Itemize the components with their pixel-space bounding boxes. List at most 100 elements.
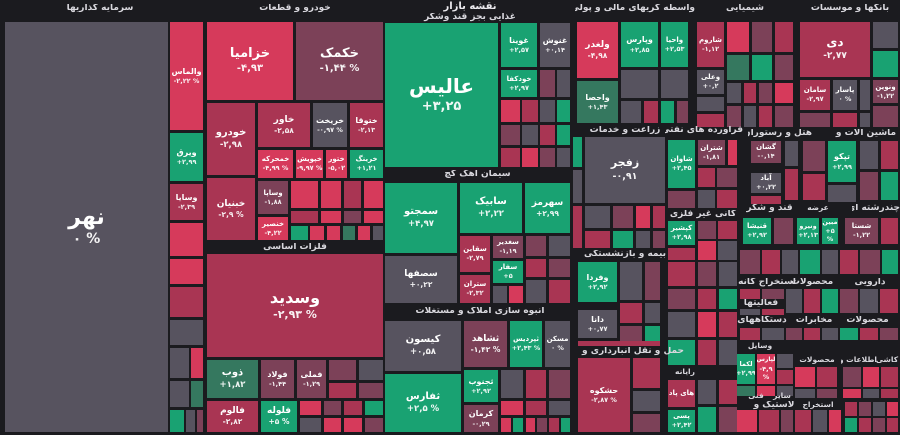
tile-unlabeled[interactable] bbox=[310, 226, 324, 240]
tile-unlabeled[interactable] bbox=[522, 148, 538, 167]
tile-unlabeled[interactable] bbox=[860, 250, 880, 274]
tile-ghavina[interactable]: غوینا +۲,۵۷ bbox=[501, 23, 537, 67]
tile-unlabeled[interactable] bbox=[170, 348, 189, 378]
tile-unlabeled[interactable] bbox=[774, 218, 793, 244]
tile-unlabeled[interactable] bbox=[621, 70, 658, 98]
tile-unlabeled[interactable] bbox=[845, 418, 857, 432]
tile-kerman[interactable]: کرمان -۰,۲۹ bbox=[464, 405, 498, 432]
tile-unlabeled[interactable] bbox=[344, 211, 361, 223]
tile-sahed[interactable]: ثشاهد -۱,۴۲ % bbox=[464, 321, 507, 367]
tile-unlabeled[interactable] bbox=[677, 101, 688, 123]
tile-vahya[interactable]: واحیا +۲,۵۳ bbox=[661, 22, 688, 67]
tile-sharoom[interactable]: شاروم -۱,۱۲ bbox=[697, 22, 724, 67]
tile-zafajr[interactable]: زفجر -۰,۹۱ bbox=[585, 137, 665, 203]
tile-unlabeled[interactable] bbox=[549, 259, 570, 277]
tile-unlabeled[interactable] bbox=[324, 401, 341, 415]
tile-vopars[interactable]: وپارس +۲,۸۵ bbox=[621, 22, 658, 67]
tile-unlabeled[interactable] bbox=[526, 418, 535, 432]
tile-unlabeled[interactable] bbox=[549, 401, 570, 415]
tile-unlabeled[interactable] bbox=[291, 211, 318, 223]
tile-sasfaha[interactable]: سصفها +۰,۲۲ bbox=[385, 256, 457, 303]
tile-unlabeled[interactable] bbox=[645, 303, 660, 323]
tile-khnasir[interactable]: خنصیر -۴,۲۲ bbox=[258, 217, 288, 240]
tile-unlabeled[interactable] bbox=[740, 309, 760, 315]
tile-unlabeled[interactable] bbox=[717, 168, 737, 187]
tile-unlabeled[interactable] bbox=[653, 206, 665, 228]
tile-unlabeled[interactable] bbox=[737, 386, 755, 396]
tile-unlabeled[interactable] bbox=[873, 418, 885, 432]
tile-unlabeled[interactable] bbox=[573, 170, 582, 203]
tile-unlabeled[interactable] bbox=[186, 410, 195, 432]
tile-unlabeled[interactable] bbox=[526, 259, 546, 277]
tile-maskan[interactable]: مسکن ۰ % bbox=[545, 321, 570, 367]
tile-ghanoosh[interactable]: غنوش +۰,۱۴ bbox=[540, 23, 570, 67]
tile-hashkooh[interactable]: حشکوه -۲,۸۷ % bbox=[578, 358, 630, 432]
tile-unlabeled[interactable] bbox=[540, 70, 555, 97]
tile-unlabeled[interactable] bbox=[800, 250, 820, 274]
tile-khtoqa[interactable]: ختوقا -۲,۱۳ bbox=[350, 103, 383, 147]
tile-khodkafa[interactable]: خودکفا +۲,۹۷ bbox=[501, 70, 537, 97]
tile-unlabeled[interactable] bbox=[620, 326, 642, 345]
tile-unlabeled[interactable] bbox=[719, 407, 737, 432]
tile-khring[interactable]: خرینگ +۱,۲۱ bbox=[350, 150, 383, 178]
tile-unlabeled[interactable] bbox=[751, 196, 781, 204]
tile-unlabeled[interactable] bbox=[828, 185, 856, 202]
tile-unlabeled[interactable] bbox=[845, 402, 857, 416]
tile-unlabeled[interactable] bbox=[668, 248, 695, 260]
tile-unlabeled[interactable] bbox=[522, 100, 538, 122]
tile-unlabeled[interactable] bbox=[526, 280, 546, 303]
tile-unlabeled[interactable] bbox=[740, 289, 760, 299]
tile-unlabeled[interactable] bbox=[757, 386, 775, 396]
tile-unlabeled[interactable] bbox=[561, 418, 570, 432]
tile-unlabeled[interactable] bbox=[365, 401, 383, 415]
tile-unlabeled[interactable] bbox=[549, 370, 570, 398]
tile-unlabeled[interactable] bbox=[822, 250, 838, 274]
tile-unlabeled[interactable] bbox=[762, 328, 784, 340]
tile-unlabeled[interactable] bbox=[719, 312, 737, 337]
tile-unlabeled[interactable] bbox=[817, 367, 837, 387]
tile-unlabeled[interactable] bbox=[880, 328, 898, 340]
tile-unlabeled[interactable] bbox=[800, 113, 830, 127]
tile-unlabeled[interactable] bbox=[540, 148, 555, 167]
tile-faloom[interactable]: فالوم -۲,۸۲ bbox=[207, 401, 258, 432]
tile-unlabeled[interactable] bbox=[759, 83, 772, 103]
tile-unlabeled[interactable] bbox=[795, 367, 815, 387]
tile-virq[interactable]: ویرق +۲,۹۹ bbox=[170, 133, 203, 181]
tile-unlabeled[interactable] bbox=[613, 206, 633, 228]
tile-unlabeled[interactable] bbox=[540, 100, 555, 122]
tile-pardis[interactable]: ثپردیس +۲,۴۳ % bbox=[510, 321, 542, 367]
tile-saghdir[interactable]: سغدیر -۱,۱۹ bbox=[493, 236, 523, 258]
tile-unlabeled[interactable] bbox=[661, 101, 674, 123]
tile-unlabeled[interactable] bbox=[887, 402, 898, 416]
tile-khodro[interactable]: خودرو -۲,۹۸ bbox=[207, 103, 255, 175]
tile-unlabeled[interactable] bbox=[873, 51, 898, 77]
tile-unlabeled[interactable] bbox=[621, 101, 641, 123]
tile-unlabeled[interactable] bbox=[719, 289, 737, 309]
tile-unlabeled[interactable] bbox=[359, 360, 383, 380]
tile-unlabeled[interactable] bbox=[573, 137, 582, 167]
tile-unlabeled[interactable] bbox=[661, 70, 688, 98]
tile-haipad[interactable]: های پاد bbox=[668, 380, 695, 407]
tile-unlabeled[interactable] bbox=[873, 22, 898, 48]
tile-unlabeled[interactable] bbox=[668, 262, 695, 286]
tile-vasapa[interactable]: وساپا -۱,۸۸ bbox=[258, 181, 288, 214]
tile-unlabeled[interactable] bbox=[881, 218, 898, 244]
tile-unlabeled[interactable] bbox=[620, 303, 642, 323]
tile-unlabeled[interactable] bbox=[327, 226, 340, 240]
tile-gashan[interactable]: گشان -۰,۱۴ bbox=[751, 141, 781, 163]
tile-sahormoz[interactable]: سهرمز +۲,۹۹ bbox=[525, 183, 570, 233]
tile-unlabeled[interactable] bbox=[373, 226, 383, 240]
tile-unlabeled[interactable] bbox=[804, 328, 820, 340]
tile-unlabeled[interactable] bbox=[698, 241, 716, 260]
tile-unlabeled[interactable] bbox=[653, 231, 665, 248]
tile-unlabeled[interactable] bbox=[860, 113, 870, 127]
tile-dana[interactable]: دانا +۰,۷۷ bbox=[578, 310, 617, 338]
tile-unlabeled[interactable] bbox=[300, 401, 321, 415]
tile-unlabeled[interactable] bbox=[728, 140, 737, 165]
tile-unlabeled[interactable] bbox=[324, 418, 341, 432]
tile-unlabeled[interactable] bbox=[863, 367, 879, 387]
tile-volghadr[interactable]: ولغدر -۴,۹۸ bbox=[577, 22, 618, 78]
tile-dey[interactable]: دی -۲,۷۷ bbox=[800, 22, 870, 77]
tile-unlabeled[interactable] bbox=[719, 380, 737, 404]
tile-unlabeled[interactable] bbox=[522, 125, 538, 145]
